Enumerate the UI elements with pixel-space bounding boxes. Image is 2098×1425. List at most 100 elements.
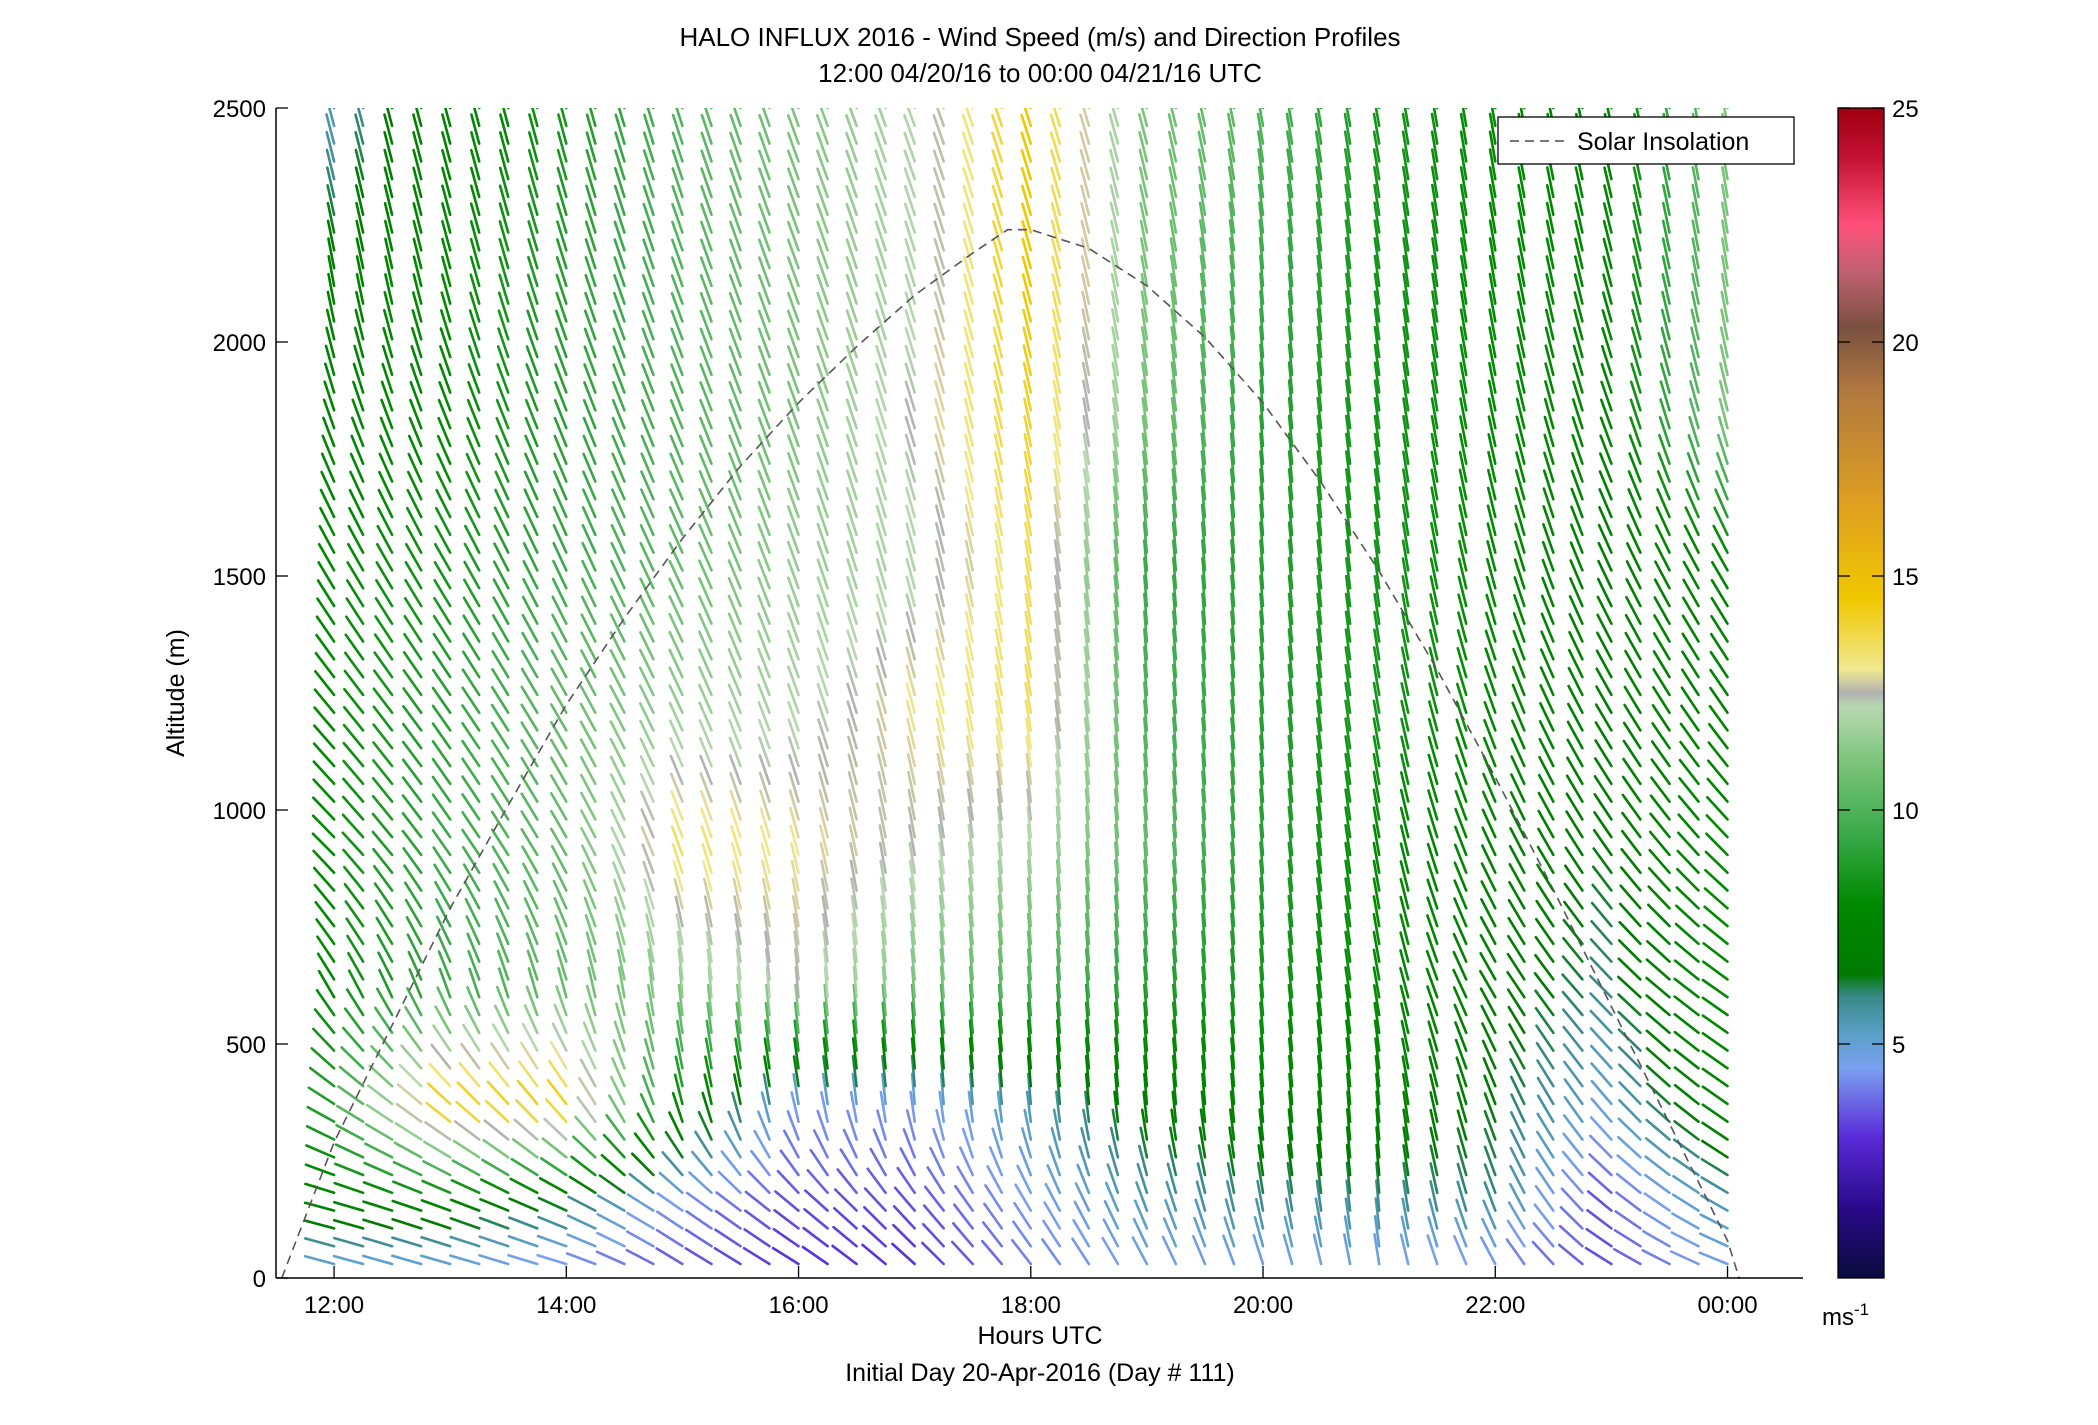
- wind-barb: [1201, 539, 1207, 572]
- wind-barb: [818, 789, 829, 821]
- wind-barb: [1430, 343, 1439, 377]
- wind-barb: [613, 220, 626, 252]
- wind-barb: [1143, 788, 1149, 821]
- wind-barb: [1600, 344, 1613, 377]
- wind-barb: [1484, 629, 1497, 661]
- wind-barb: [343, 669, 365, 697]
- wind-barb: [822, 1019, 829, 1052]
- wind-barb: [765, 983, 771, 1017]
- wind-barb: [1315, 717, 1323, 750]
- wind-barb: [342, 865, 365, 892]
- wind-barb: [1022, 326, 1033, 359]
- wind-barb: [1079, 148, 1091, 181]
- wind-barb: [1402, 219, 1410, 252]
- wind-barb: [507, 1254, 539, 1266]
- wind-barb: [1430, 397, 1439, 430]
- wind-barb: [910, 930, 917, 963]
- wind-barb: [1026, 948, 1033, 981]
- wind-barb: [1510, 755, 1526, 786]
- wind-barb: [1172, 681, 1178, 715]
- wind-barb: [1316, 396, 1323, 430]
- wind-barb: [1546, 166, 1555, 199]
- wind-barb: [552, 506, 568, 537]
- wind-barb: [1230, 699, 1236, 732]
- wind-barb: [580, 595, 597, 626]
- wind-barb: [1644, 1173, 1671, 1195]
- wind-barb: [613, 202, 626, 234]
- wind-barb: [404, 1005, 423, 1035]
- wind-barb: [1084, 770, 1091, 803]
- wind-barb: [1631, 273, 1642, 305]
- wind-barb: [312, 742, 336, 768]
- wind-barb: [1516, 290, 1526, 323]
- wind-barb: [1454, 825, 1468, 857]
- wind-barb: [1172, 1019, 1178, 1052]
- wind-barb: [1673, 1101, 1700, 1123]
- wind-barb: [1493, 108, 1497, 110]
- wind-barb: [1201, 574, 1207, 608]
- wind-barb: [699, 274, 713, 305]
- wind-barb: [1372, 717, 1381, 750]
- wind-barb: [968, 1001, 975, 1035]
- wind-barb: [1259, 930, 1265, 963]
- wind-barb: [967, 1090, 975, 1123]
- wind-barb: [986, 1165, 1004, 1195]
- wind-barb: [495, 434, 510, 466]
- wind-barb: [468, 327, 481, 359]
- wind-barb: [1690, 326, 1700, 359]
- wind-barb: [786, 203, 800, 234]
- wind-barb: [1199, 290, 1207, 323]
- wind-barb: [845, 362, 858, 394]
- wind-barb: [1454, 789, 1468, 821]
- wind-barb: [1172, 1072, 1178, 1106]
- wind-barb: [1287, 894, 1294, 928]
- wind-barb: [441, 131, 452, 163]
- wind-barb: [371, 830, 394, 857]
- wind-barb: [757, 683, 771, 715]
- wind-barb: [1139, 1126, 1149, 1159]
- wind-barb: [431, 722, 452, 750]
- wind-barb: [1426, 896, 1439, 928]
- wind-barb: [904, 380, 917, 412]
- wind-barb: [1172, 1037, 1178, 1070]
- wind-barb: [553, 1003, 568, 1035]
- wind-barb: [441, 237, 452, 270]
- wind-barb: [338, 1065, 365, 1088]
- wind-barb: [1619, 866, 1642, 892]
- wind-barb: [1644, 1137, 1671, 1159]
- wind-barb: [1230, 610, 1236, 643]
- wind-barb: [1199, 254, 1207, 288]
- wind-barb: [1710, 596, 1729, 626]
- wind-barb: [1645, 1064, 1671, 1088]
- wind-barb: [1313, 1215, 1323, 1248]
- wind-barb: [1544, 326, 1555, 359]
- wind-barb: [699, 256, 713, 288]
- wind-barb: [556, 166, 568, 199]
- wind-barb: [463, 542, 481, 572]
- wind-barb: [1661, 273, 1671, 305]
- wind-barb: [403, 864, 423, 892]
- wind-barb: [852, 965, 858, 999]
- wind-barb: [1026, 788, 1033, 821]
- wind-barb: [1701, 1085, 1729, 1106]
- wind-barb: [1021, 237, 1033, 270]
- wind-barb: [555, 291, 568, 323]
- wind-barb: [1459, 112, 1468, 145]
- wind-barb: [1113, 521, 1120, 554]
- wind-barb: [1227, 130, 1236, 163]
- wind-barb: [1131, 1236, 1149, 1266]
- wind-barb: [848, 108, 858, 128]
- wind-barb: [406, 986, 423, 1017]
- wind-barb: [1172, 965, 1178, 999]
- wind-barb: [1201, 663, 1207, 697]
- wind-barb: [1259, 539, 1265, 572]
- wind-barb: [464, 1004, 481, 1035]
- wind-barb: [743, 1209, 771, 1230]
- wind-barb: [1171, 485, 1178, 519]
- wind-barb: [1673, 995, 1700, 1017]
- wind-barb: [486, 1080, 510, 1106]
- wind-barb: [1373, 361, 1381, 394]
- wind-barb: [1053, 432, 1062, 466]
- wind-barb: [1459, 432, 1468, 466]
- wind-barb: [934, 397, 946, 430]
